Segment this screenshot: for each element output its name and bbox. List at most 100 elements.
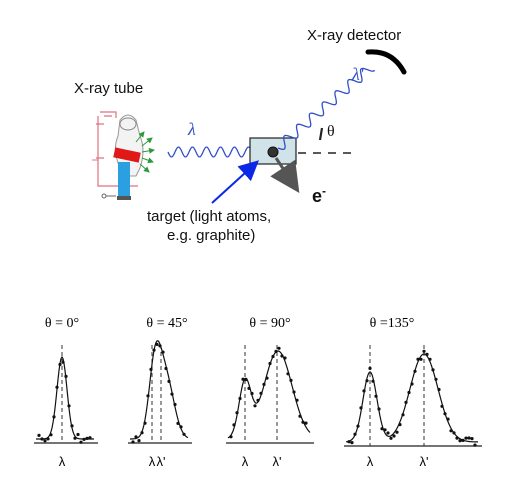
data-point <box>64 374 68 378</box>
data-point <box>149 367 153 371</box>
tick-label: λ' <box>420 454 429 469</box>
data-point <box>134 435 138 439</box>
data-point <box>73 436 77 440</box>
data-point <box>40 437 44 441</box>
data-point <box>371 379 375 383</box>
data-point <box>176 421 180 425</box>
data-point <box>428 357 432 361</box>
data-point <box>167 379 171 383</box>
data-point <box>152 348 156 352</box>
data-point <box>304 421 308 425</box>
data-point <box>61 360 65 364</box>
data-point <box>232 423 236 427</box>
data-point <box>356 424 360 428</box>
spectra-panels: θ = 0°λθ = 45°λ λ'θ = 90°λ λ'θ =135°λ λ' <box>34 316 482 469</box>
data-point <box>274 349 278 353</box>
cathode-block <box>118 162 130 196</box>
data-point <box>164 366 168 371</box>
data-point <box>49 433 53 437</box>
data-point <box>241 377 245 381</box>
tick-label: λ <box>367 454 374 469</box>
spectrum-curve <box>227 350 311 439</box>
data-point <box>158 344 162 348</box>
data-point <box>277 346 281 350</box>
panel-title: θ =135° <box>370 316 415 331</box>
data-point <box>395 430 399 434</box>
scattered-xray-wave <box>277 67 376 151</box>
data-point <box>268 361 272 366</box>
tick-label: λ <box>242 454 249 469</box>
data-point <box>179 425 183 429</box>
spectrum-panel: θ = 0° λ <box>34 316 98 469</box>
tick-label: λ' <box>273 454 282 469</box>
data-point <box>140 431 144 435</box>
data-point <box>88 436 92 440</box>
spectrum-curve <box>130 340 189 440</box>
data-point <box>443 412 447 416</box>
panel-title: θ = 0° <box>45 316 79 331</box>
data-point <box>389 436 393 440</box>
spectrum-panel: θ =135° λ λ' <box>344 316 482 469</box>
data-point <box>173 402 177 407</box>
data-point <box>359 406 363 410</box>
data-point <box>458 439 462 443</box>
data-point <box>467 436 471 440</box>
spectrum-curve <box>345 353 478 443</box>
panel-title: θ = 45° <box>146 316 187 331</box>
target-label-line2: e.g. graphite) <box>167 227 255 244</box>
tick-label: λ <box>149 454 156 469</box>
data-point <box>386 431 390 435</box>
spectrum-curve <box>36 355 94 440</box>
data-point <box>265 376 269 380</box>
data-point <box>256 398 260 402</box>
data-point <box>440 404 444 408</box>
data-point <box>419 357 423 361</box>
data-point <box>143 421 147 425</box>
data-point <box>434 377 438 381</box>
xray-tube-label: X-ray tube <box>74 80 143 97</box>
data-point <box>461 438 465 442</box>
target-atom <box>267 146 279 158</box>
data-point <box>238 396 242 401</box>
data-point <box>404 400 408 404</box>
data-point <box>286 372 290 376</box>
data-point <box>161 350 165 354</box>
spectrum-panel: θ = 90° λ λ' <box>226 316 314 469</box>
data-point <box>353 432 357 436</box>
data-point <box>410 382 414 386</box>
data-point <box>413 369 417 373</box>
data-point <box>470 437 474 441</box>
data-point <box>398 423 402 427</box>
data-point <box>170 392 174 396</box>
data-point <box>262 382 266 386</box>
angle-tick <box>318 127 324 141</box>
data-point <box>446 417 450 421</box>
target-label-line1: target (light atoms, <box>147 208 271 225</box>
data-point <box>67 404 71 408</box>
data-point <box>425 352 429 356</box>
data-point <box>374 394 378 398</box>
data-point <box>76 432 80 437</box>
data-point <box>253 404 257 408</box>
data-point <box>377 407 381 411</box>
data-point <box>473 443 477 447</box>
data-point <box>280 354 284 358</box>
data-point <box>449 429 453 433</box>
data-point <box>298 414 302 418</box>
data-point <box>452 431 456 435</box>
data-point <box>407 390 411 395</box>
data-point <box>295 398 299 402</box>
data-point <box>392 434 396 438</box>
data-point <box>464 436 468 440</box>
anode-block <box>113 147 141 163</box>
data-point <box>365 379 369 383</box>
data-point <box>70 424 74 428</box>
data-point <box>82 437 86 441</box>
data-point <box>55 385 59 389</box>
data-point <box>350 441 354 445</box>
data-point <box>52 415 56 419</box>
theta-label: θ <box>327 123 335 140</box>
data-point <box>301 420 305 424</box>
data-point <box>259 391 263 395</box>
